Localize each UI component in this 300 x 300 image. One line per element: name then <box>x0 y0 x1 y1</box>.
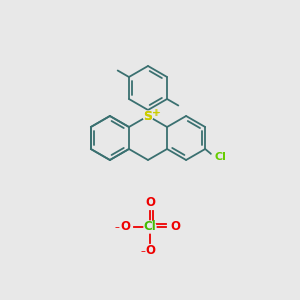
Circle shape <box>119 221 130 233</box>
Circle shape <box>169 221 181 233</box>
Text: O: O <box>145 244 155 257</box>
Text: O: O <box>120 220 130 233</box>
Text: –: – <box>115 222 119 232</box>
Text: +: + <box>152 108 160 118</box>
Text: O: O <box>170 220 180 233</box>
Text: O: O <box>145 196 155 209</box>
Circle shape <box>144 221 156 233</box>
Circle shape <box>212 150 226 164</box>
Text: –: – <box>141 246 146 256</box>
Text: S: S <box>143 110 152 122</box>
Circle shape <box>143 111 153 121</box>
Text: S: S <box>143 110 152 122</box>
Circle shape <box>145 245 155 256</box>
Text: +: + <box>152 108 160 118</box>
Text: S: S <box>143 110 152 122</box>
Text: Cl: Cl <box>144 220 156 233</box>
Circle shape <box>145 197 155 208</box>
Text: Cl: Cl <box>214 152 226 162</box>
